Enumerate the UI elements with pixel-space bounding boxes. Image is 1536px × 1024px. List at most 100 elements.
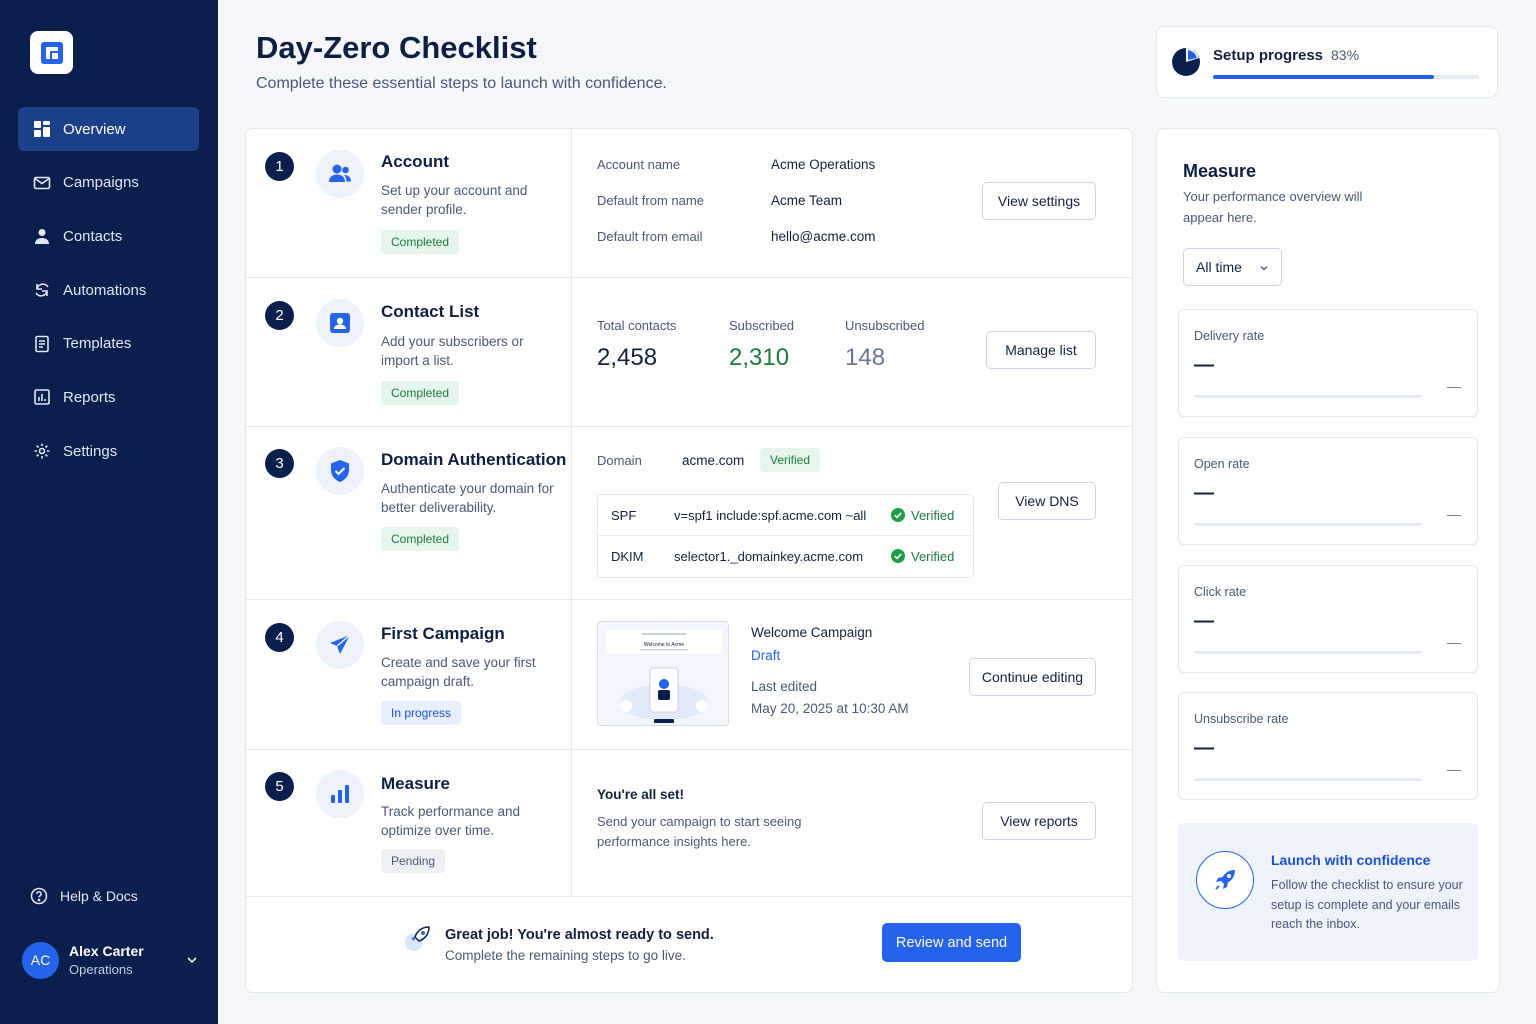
sidebar-item-label: Campaigns — [63, 174, 139, 192]
footer-subtitle: Complete the remaining steps to go live. — [445, 948, 686, 963]
sidebar-item-contacts[interactable]: Contacts — [18, 214, 199, 258]
step-description: Create and save your first campaign draf… — [381, 655, 536, 689]
record-status: Verified — [911, 508, 955, 523]
sidebar-item-automations[interactable]: Automations — [18, 268, 199, 312]
dns-records-table: SPF v=spf1 include:spf.acme.com ~all Ver… — [597, 494, 974, 578]
checklist-card: 1 Account Set up your account and sender… — [245, 128, 1133, 993]
metric-click-rate: Click rate — — — [1178, 565, 1478, 673]
field-value: Acme Operations — [771, 157, 876, 172]
step-icon-wrap — [316, 150, 364, 198]
view-dns-button[interactable]: View DNS — [998, 482, 1096, 520]
all-set-text: Send your campaign to start seeing perfo… — [597, 814, 802, 849]
stat-subscribed: 2,310 — [729, 344, 790, 371]
mail-icon — [33, 176, 51, 189]
user-menu[interactable]: AC Alex Carter Operations — [22, 940, 198, 980]
step-description: Set up your account and sender profile. — [381, 183, 528, 217]
step-title: Domain Authentication — [381, 450, 567, 469]
view-reports-button[interactable]: View reports — [982, 802, 1096, 840]
help-docs-link[interactable]: Help & Docs — [30, 887, 138, 905]
time-range-value: All time — [1196, 259, 1242, 275]
progress-fill — [1213, 75, 1434, 79]
progress-pie-icon — [1172, 48, 1200, 76]
gear-icon — [34, 443, 50, 459]
status-badge: Completed — [381, 381, 460, 405]
metric-label: Open rate — [1194, 457, 1250, 471]
check-circle-icon — [891, 549, 905, 563]
step-number: 2 — [265, 301, 294, 330]
step-description: Track performance and optimize over time… — [381, 804, 521, 838]
continue-editing-button[interactable]: Continue editing — [969, 658, 1096, 696]
measure-description: Your performance overview will appear he… — [1183, 189, 1363, 225]
step-icon-wrap — [316, 770, 364, 818]
measure-panel: Measure Your performance overview will a… — [1156, 128, 1500, 993]
step-icon-wrap — [316, 621, 364, 669]
person-icon — [35, 229, 49, 245]
metric-bar — [1194, 523, 1422, 526]
metric-delivery-rate: Delivery rate — — — [1178, 309, 1478, 417]
view-settings-button[interactable]: View settings — [982, 182, 1096, 220]
metric-value: — — [1194, 737, 1214, 759]
contact-card-icon — [330, 313, 350, 333]
stat-label: Unsubscribed — [845, 318, 925, 333]
step-account: 1 Account Set up your account and sender… — [246, 129, 1132, 278]
status-badge: Pending — [381, 849, 446, 873]
field-label: Default from name — [597, 193, 704, 208]
table-row: SPF v=spf1 include:spf.acme.com ~all Ver… — [598, 495, 973, 536]
record-status: Verified — [911, 549, 955, 564]
manage-list-button[interactable]: Manage list — [986, 331, 1096, 369]
refresh-icon — [35, 283, 49, 297]
app-logo[interactable] — [30, 31, 73, 74]
metric-bar — [1194, 651, 1422, 654]
step-icon-wrap — [316, 299, 364, 347]
stat-label: Subscribed — [729, 318, 795, 333]
step-domain-auth: 3 Domain Authentication Authenticate you… — [246, 427, 1132, 600]
step-number: 3 — [265, 449, 294, 478]
record-type: DKIM — [611, 549, 644, 564]
step-contact-list: 2 Contact List Add your subscribers or i… — [246, 278, 1132, 427]
setup-progress-card: Setup progress 83% — [1156, 26, 1498, 98]
checklist-footer: Great job! You're almost ready to send. … — [246, 897, 1132, 992]
metric-label: Delivery rate — [1194, 329, 1265, 343]
sidebar-item-label: Settings — [63, 442, 118, 460]
last-edited-value: May 20, 2025 at 10:30 AM — [751, 701, 909, 716]
step-title: Contact List — [381, 302, 480, 321]
metric-label: Click rate — [1194, 585, 1247, 599]
sidebar-item-label: Automations — [63, 281, 147, 299]
campaign-thumbnail[interactable]: Welcome to Acme — [597, 621, 729, 726]
chevron-down-icon — [1260, 266, 1268, 271]
chevron-down-icon — [187, 957, 197, 964]
users-icon — [329, 164, 351, 182]
field-label: Account name — [597, 157, 681, 172]
launch-title: Launch with confidence — [1271, 852, 1431, 868]
campaign-status: Draft — [751, 648, 781, 663]
last-edited-label: Last edited — [751, 679, 818, 694]
sidebar-item-templates[interactable]: Templates — [18, 322, 199, 366]
progress-label: Setup progress — [1213, 47, 1324, 64]
field-value: Acme Team — [771, 193, 843, 208]
review-and-send-button[interactable]: Review and send — [882, 923, 1021, 962]
column-divider — [571, 129, 572, 897]
launch-icon-wrap — [1196, 851, 1254, 909]
record-type: SPF — [611, 508, 637, 523]
measure-title: Measure — [1183, 161, 1257, 181]
footer-title: Great job! You're almost ready to send. — [445, 927, 714, 943]
step-description: Add your subscribers or import a list. — [381, 334, 524, 368]
sidebar-item-overview[interactable]: Overview — [18, 107, 199, 151]
launch-description: Follow the checklist to ensure your setu… — [1271, 878, 1463, 931]
time-range-select[interactable]: All time — [1183, 248, 1282, 286]
sidebar-item-campaigns[interactable]: Campaigns — [18, 161, 199, 205]
metric-value: — — [1194, 610, 1214, 632]
domain-value: acme.com — [682, 453, 745, 468]
sidebar-item-settings[interactable]: Settings — [18, 429, 199, 473]
metric-open-rate: Open rate — — — [1178, 437, 1478, 545]
thumb-title: Welcome to Acme — [644, 642, 684, 648]
sidebar-item-reports[interactable]: Reports — [18, 375, 199, 419]
sidebar-item-label: Overview — [63, 120, 126, 138]
bar-chart-icon — [331, 785, 349, 803]
progress-track — [1213, 75, 1479, 79]
step-title: First Campaign — [381, 624, 505, 643]
status-badge: In progress — [381, 701, 462, 725]
table-row: DKIM selector1._domainkey.acme.com Verif… — [598, 536, 973, 577]
help-icon — [30, 887, 48, 905]
step-number: 5 — [265, 772, 294, 801]
